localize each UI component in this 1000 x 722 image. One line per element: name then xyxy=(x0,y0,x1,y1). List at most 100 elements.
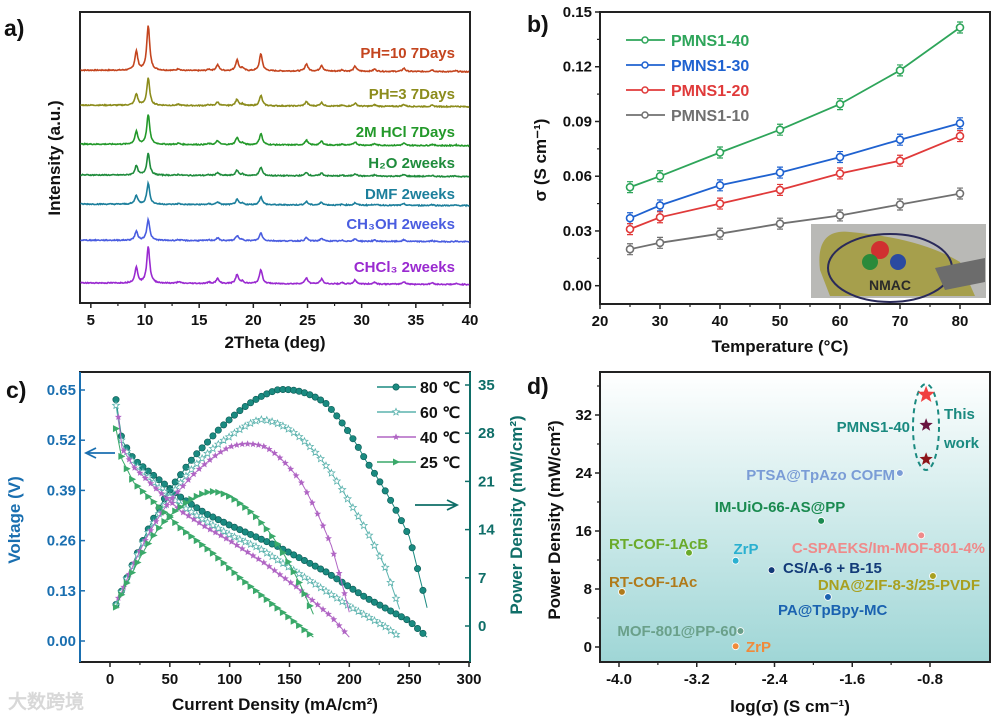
voltage-point xyxy=(294,569,304,578)
voltage-point xyxy=(353,606,363,616)
power-density-point xyxy=(330,550,338,557)
voltage-point xyxy=(310,579,320,588)
arrow-right-icon xyxy=(415,499,460,511)
voltage-point xyxy=(321,586,331,595)
xrd-pattern-line xyxy=(80,152,470,178)
panel-label-d: d) xyxy=(527,373,549,399)
literature-point xyxy=(736,627,745,635)
power-density-point xyxy=(249,440,257,448)
voltage-point xyxy=(263,595,271,603)
voltage-point xyxy=(233,541,241,549)
voltage-point xyxy=(273,555,283,564)
voltage-point xyxy=(134,482,142,490)
voltage-point xyxy=(150,471,158,479)
voltage-point xyxy=(344,582,352,590)
voltage-point xyxy=(147,479,155,487)
power-density-point xyxy=(254,441,262,448)
power-density-point xyxy=(199,490,207,498)
voltage-point xyxy=(136,469,144,476)
panel-b-x-tick-label: 60 xyxy=(832,313,849,330)
conductivity-point xyxy=(955,189,965,198)
voltage-point xyxy=(193,537,201,545)
power-density-point xyxy=(301,590,309,598)
power-density-point xyxy=(123,579,131,587)
panel-d-x-tick-label: -0.8 xyxy=(917,671,943,688)
panel-a-xrd-chart: 5 10 15 20 25 30 35 40 2Theta (deg) Intensity (a.… xyxy=(45,11,478,352)
panel-d-y-axis-title: Power Density (mW/cm²) xyxy=(545,420,564,619)
panel-d-x-tick-label: -3.2 xyxy=(684,671,710,688)
power-density-point xyxy=(172,507,180,515)
power-density-point xyxy=(174,488,182,495)
panel-d-y-tick-label: 24 xyxy=(575,465,592,482)
panel-c-right-tick-label: 0 xyxy=(478,618,486,635)
voltage-curve xyxy=(115,405,400,638)
power-density-point xyxy=(375,551,385,560)
power-density-point xyxy=(306,602,314,610)
legend-label: 40 ℃ xyxy=(420,430,460,447)
legend-label: PMNS1-30 xyxy=(671,58,749,75)
voltage-point xyxy=(244,548,252,556)
panel-c-left-tick-label: 0.26 xyxy=(47,533,76,550)
voltage-point xyxy=(228,538,235,545)
power-density-point xyxy=(247,508,255,516)
literature-label: RT-COF-1AcB xyxy=(609,536,708,553)
voltage-point xyxy=(341,628,348,635)
panel-a-plot-frame xyxy=(79,11,471,304)
power-density-point xyxy=(387,496,395,504)
conductivity-point xyxy=(835,169,845,178)
power-density-point xyxy=(197,453,207,463)
voltage-point xyxy=(257,544,266,554)
voltage-point xyxy=(324,610,332,618)
power-density-point xyxy=(182,463,190,471)
arrow-left-icon xyxy=(83,447,115,459)
literature-point xyxy=(896,469,904,477)
legend-label: PMNS1-40 xyxy=(671,33,749,50)
legend-marker xyxy=(392,383,400,391)
panel-b-y-tick-label: 0.00 xyxy=(563,278,592,295)
conductivity-point xyxy=(955,131,965,141)
power-density-point xyxy=(233,441,241,448)
legend-marker xyxy=(393,458,400,466)
panel-a-x-tick-label: 25 xyxy=(299,312,316,329)
panel-a-x-tick-label: 35 xyxy=(407,312,424,329)
power-density-point xyxy=(163,501,171,509)
power-density-point xyxy=(324,534,332,542)
power-density-point xyxy=(241,402,249,410)
voltage-point xyxy=(359,609,369,619)
power-density-point xyxy=(408,544,416,552)
voltage-point xyxy=(249,552,257,559)
voltage-point xyxy=(376,601,384,609)
power-density-point xyxy=(236,499,244,507)
legend-marker xyxy=(641,111,649,119)
inset-logo-blue xyxy=(890,254,906,270)
power-density-point xyxy=(166,512,174,520)
panel-a-x-tick-label: 20 xyxy=(245,312,262,329)
this-work-star-point xyxy=(917,385,935,402)
voltage-point xyxy=(348,603,358,613)
power-density-point xyxy=(287,465,295,472)
literature-point xyxy=(618,588,626,596)
legend-marker xyxy=(392,433,400,440)
voltage-point xyxy=(414,624,422,632)
power-density-point xyxy=(260,442,268,450)
power-density-point xyxy=(230,411,238,419)
panel-c-x-tick-label: 200 xyxy=(337,671,362,688)
power-density-point xyxy=(240,421,250,430)
literature-label: ZrP xyxy=(746,639,771,656)
power-density-point xyxy=(195,465,203,472)
legend-label: PMNS1-20 xyxy=(671,83,749,100)
voltage-point xyxy=(125,455,133,463)
panel-label-a: a) xyxy=(4,15,24,41)
voltage-point xyxy=(209,549,217,557)
voltage-point xyxy=(295,554,303,562)
panel-label-b: b) xyxy=(527,11,549,37)
power-density-point xyxy=(297,479,305,486)
voltage-point xyxy=(260,558,268,566)
power-density-point xyxy=(381,487,389,495)
voltage-point xyxy=(188,532,196,540)
panel-c-left-tick-label: 0.13 xyxy=(47,583,76,600)
conductivity-line xyxy=(629,122,961,220)
voltage-point xyxy=(279,609,287,617)
power-density-point xyxy=(156,524,164,532)
power-density-point xyxy=(263,525,271,533)
